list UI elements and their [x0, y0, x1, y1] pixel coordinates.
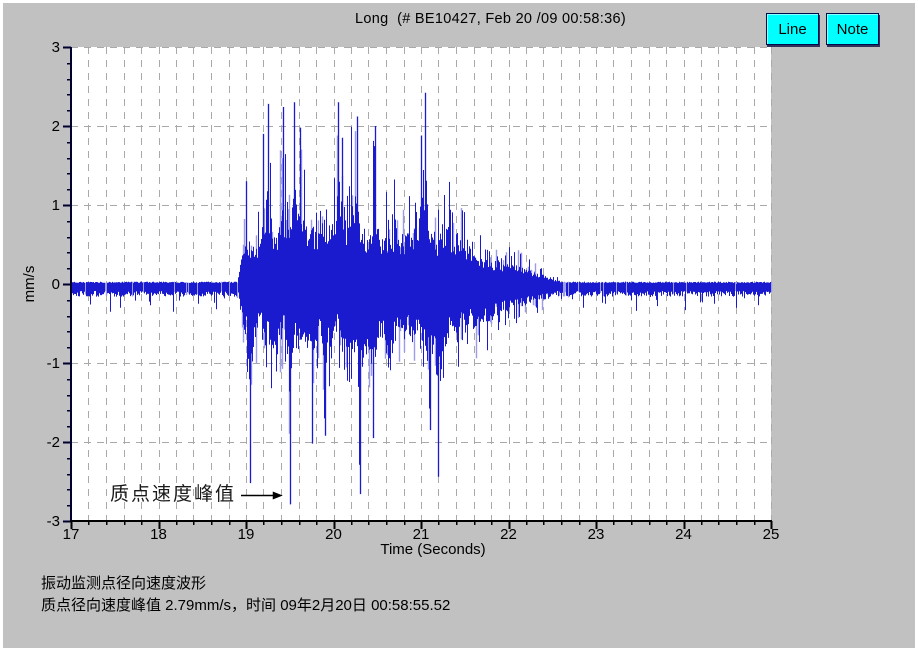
svg-text:19: 19	[238, 526, 255, 543]
y-tick-labels: 3 2 1 0 -1 -2 -3	[47, 39, 60, 530]
svg-text:22: 22	[500, 526, 517, 543]
svg-text:3: 3	[52, 39, 60, 56]
footer-peak-value: 质点径向速度峰值 2.79mm/s，时间 09年2月20日 00:58:55.5…	[41, 597, 451, 614]
x-axis-label: Time (Seconds)	[380, 541, 485, 558]
chart-title: Long (# BE10427, Feb 20 /09 00:58:36)	[355, 11, 626, 27]
x-axis	[70, 520, 773, 529]
peak-annotation-label: 质点速度峰值	[110, 483, 237, 505]
svg-text:0: 0	[52, 276, 60, 293]
waveform-peaks	[245, 92, 440, 505]
y-axis	[63, 46, 72, 523]
svg-text:20: 20	[325, 526, 342, 543]
svg-text:24: 24	[675, 526, 692, 543]
line-button[interactable]: Line	[766, 13, 819, 45]
waveform-trace	[71, 92, 773, 505]
footer-description: 振动监测点径向速度波形	[41, 575, 207, 592]
svg-text:-2: -2	[47, 434, 60, 451]
svg-text:23: 23	[588, 526, 605, 543]
svg-text:-3: -3	[47, 513, 60, 530]
svg-text:25: 25	[763, 526, 780, 543]
x-tick-labels: 17 18 19 20 21 22 23 24 25	[63, 526, 780, 543]
svg-text:18: 18	[150, 526, 167, 543]
y-axis-label: mm/s	[21, 266, 38, 303]
peak-annotation-arrow	[241, 491, 283, 500]
svg-text:-1: -1	[47, 355, 60, 372]
svg-text:1: 1	[52, 197, 60, 214]
svg-text:21: 21	[413, 526, 430, 543]
svg-text:17: 17	[63, 526, 80, 543]
svg-text:2: 2	[52, 118, 60, 135]
note-button[interactable]: Note	[826, 13, 879, 45]
